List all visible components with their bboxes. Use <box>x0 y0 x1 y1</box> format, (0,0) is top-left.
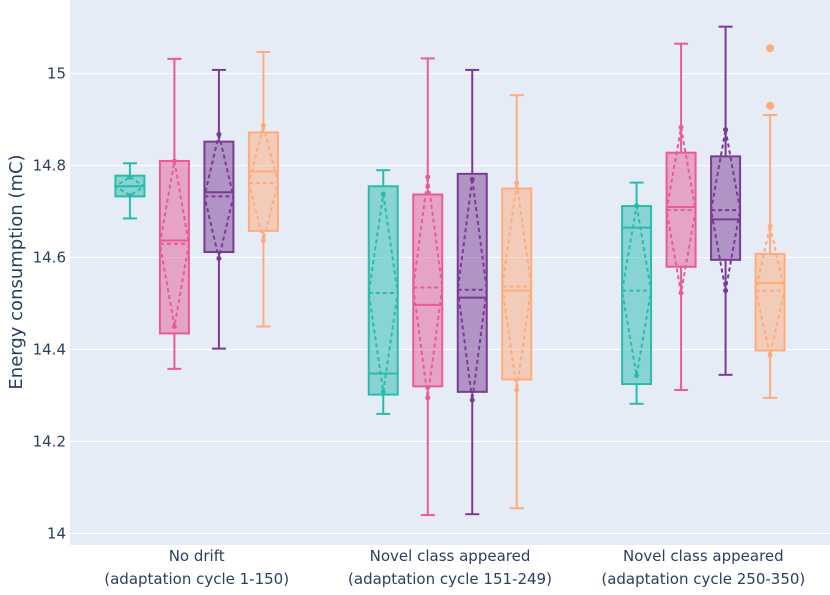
box-series <box>113 25 786 517</box>
outlier-point <box>766 101 775 110</box>
box-group <box>754 44 786 399</box>
sd-marker <box>469 176 475 182</box>
sd-marker <box>634 203 640 209</box>
iqr-box <box>456 172 488 393</box>
sd-marker <box>425 174 431 180</box>
x-category-label-line2: (adaptation cycle 250-350) <box>601 570 805 588</box>
box-group <box>247 50 279 328</box>
box-group <box>665 42 697 392</box>
y-tick-label: 15 <box>47 65 66 83</box>
sd-marker <box>723 127 729 133</box>
y-tick-label: 14 <box>47 525 66 543</box>
sd-marker <box>260 238 266 244</box>
sd-marker <box>469 397 475 403</box>
sd-diamond <box>247 125 279 241</box>
outlier-point <box>766 44 775 53</box>
y-tick-label: 14.2 <box>33 433 66 451</box>
y-tick-labels: 14 14.2 14.4 14.6 14.8 15 <box>33 65 66 543</box>
sd-marker <box>767 352 773 358</box>
iqr-box <box>621 205 653 386</box>
sd-marker <box>678 124 684 130</box>
sd-diamond <box>621 205 653 376</box>
sd-marker <box>514 180 520 186</box>
box-group <box>203 68 235 350</box>
sd-marker <box>678 290 684 296</box>
box-group <box>456 68 488 516</box>
iqr-box <box>158 159 190 335</box>
sd-marker <box>380 191 386 197</box>
iqr-box <box>367 185 399 396</box>
x-category-label-line2: (adaptation cycle 1-150) <box>104 570 289 588</box>
y-tick-label: 14.4 <box>33 341 66 359</box>
sd-diamond <box>113 175 147 197</box>
iqr-box <box>710 155 742 261</box>
iqr-box <box>247 131 279 232</box>
box-group <box>412 57 444 517</box>
y-tick-label: 14.8 <box>33 157 66 175</box>
box-group <box>501 94 533 510</box>
sd-marker <box>425 395 431 401</box>
sd-marker <box>767 223 773 229</box>
sd-marker <box>216 131 222 137</box>
box-group <box>367 169 399 415</box>
box-group <box>710 25 742 376</box>
sd-marker <box>216 255 222 261</box>
y-axis-title: Energy consumption (mC) <box>6 154 27 389</box>
sd-marker <box>171 158 177 164</box>
x-category-label-line1: No drift <box>169 547 225 565</box>
iqr-box <box>412 193 444 388</box>
sd-marker <box>127 192 133 198</box>
sd-marker <box>260 123 266 129</box>
sd-marker <box>127 174 133 180</box>
sd-diamond <box>754 226 786 356</box>
box-group <box>621 181 653 405</box>
sd-marker <box>634 373 640 379</box>
sd-diamond <box>412 176 444 398</box>
x-category-label-line1: Novel class appeared <box>370 547 531 565</box>
box-group <box>158 57 190 370</box>
x-category-labels: No drift (adaptation cycle 1-150) Novel cl… <box>104 547 805 588</box>
box-group <box>113 162 147 220</box>
y-tick-label: 14.6 <box>33 249 66 267</box>
sd-marker <box>380 389 386 395</box>
sd-marker <box>723 288 729 294</box>
iqr-box <box>501 187 533 381</box>
x-category-label-line1: Novel class appeared <box>623 547 784 565</box>
plot-background <box>70 0 830 545</box>
grid-lines <box>70 73 830 535</box>
sd-marker <box>514 387 520 393</box>
x-category-label-line2: (adaptation cycle 151-249) <box>348 570 552 588</box>
sd-marker <box>171 324 177 330</box>
sd-diamond <box>456 179 488 401</box>
